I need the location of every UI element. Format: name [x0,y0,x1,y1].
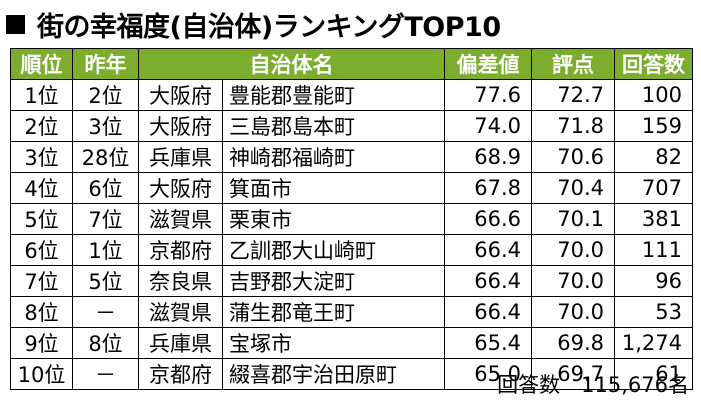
header-deviation: 偏差値 [444,48,532,80]
cell-rank: 6位 [10,234,73,266]
cell-city: 箕面市 [222,172,445,204]
cell-responses: 53 [614,296,693,328]
footer-label: 回答数 [497,373,561,397]
cell-rank: 5位 [10,203,73,235]
cell-last-year: － [72,296,139,328]
cell-city: 綴喜郡宇治田原町 [222,358,445,390]
cell-score: 69.8 [531,327,615,359]
cell-rank: 4位 [10,172,73,204]
header-row: 順位 昨年 自治体名 偏差値 評点 回答数 [10,48,693,80]
cell-deviation: 66.6 [444,203,532,235]
table-row: 1位 2位 大阪府 豊能郡豊能町 77.6 72.7 100 [10,79,693,111]
cell-city: 神崎郡福崎町 [222,141,445,173]
cell-score: 69.7 [531,358,615,390]
cell-score: 71.8 [531,110,615,142]
cell-prefecture: 滋賀県 [138,296,223,328]
cell-deviation: 66.4 [444,296,532,328]
ranking-table: 順位 昨年 自治体名 偏差値 評点 回答数 1位 2位 大阪府 豊能郡豊能町 77.6 7… [10,48,693,390]
cell-rank: 10位 [10,358,73,390]
footer-value: 115,676名 [581,373,689,397]
cell-deviation: 66.4 [444,234,532,266]
cell-responses: 82 [614,141,693,173]
cell-score: 70.6 [531,141,615,173]
cell-score: 70.0 [531,265,615,297]
cell-deviation: 67.8 [444,172,532,204]
cell-responses: 61 [614,358,693,390]
header-responses: 回答数 [614,48,693,80]
table-row: 10位－京都府 綴喜郡宇治田原町 65.0 69.7 61 [10,358,693,390]
cell-rank: 9位 [10,327,73,359]
table-row: 4位 6位 大阪府 箕面市 67.8 70.4 707 [10,172,693,204]
cell-responses: 159 [614,110,693,142]
cell-prefecture: 京都府 [138,234,223,266]
cell-deviation: 65.0 [444,358,532,390]
header-municipality: 自治体名 [138,48,445,80]
cell-last-year: 6位 [72,172,139,204]
table-row: 7位 5位 奈良県 吉野郡大淀町 66.4 70.0 96 [10,265,693,297]
cell-deviation: 65.4 [444,327,532,359]
cell-city: 三島郡島本町 [222,110,445,142]
cell-rank: 2位 [10,110,73,142]
table-row: 9位 8位 兵庫県 宝塚市 65.4 69.8 1,274 [10,327,693,359]
cell-deviation: 77.6 [444,79,532,111]
cell-prefecture: 大阪府 [138,110,223,142]
header-last-year: 昨年 [72,48,139,80]
cell-score: 72.7 [531,79,615,111]
cell-last-year: 5位 [72,265,139,297]
cell-city: 豊能郡豊能町 [222,79,445,111]
table-row: 8位－滋賀県 蒲生郡竜王町 66.4 70.0 53 [10,296,693,328]
cell-last-year: 1位 [72,234,139,266]
cell-last-year: 7位 [72,203,139,235]
cell-responses: 96 [614,265,693,297]
table-row: 3位 28位 兵庫県 神崎郡福崎町 68.9 70.6 82 [10,141,693,173]
footer-total: 回答数 115,676名 [497,369,689,399]
cell-rank: 3位 [10,141,73,173]
cell-prefecture: 滋賀県 [138,203,223,235]
cell-deviation: 66.4 [444,265,532,297]
header-score: 評点 [531,48,615,80]
cell-prefecture: 大阪府 [138,172,223,204]
table-row: 2位 3位 大阪府 三島郡島本町 74.0 71.8 159 [10,110,693,142]
cell-city: 栗東市 [222,203,445,235]
title-block: 街の幸福度(自治体)ランキングTOP10 [6,4,501,44]
cell-score: 70.0 [531,234,615,266]
square-bullet-icon [6,14,25,34]
table-row: 6位 1位 京都府 乙訓郡大山崎町 66.4 70.0 111 [10,234,693,266]
cell-rank: 7位 [10,265,73,297]
cell-responses: 100 [614,79,693,111]
cell-city: 宝塚市 [222,327,445,359]
cell-prefecture: 大阪府 [138,79,223,111]
cell-score: 70.0 [531,296,615,328]
cell-score: 70.4 [531,172,615,204]
header-rank: 順位 [10,48,73,80]
cell-last-year: 3位 [72,110,139,142]
cell-city: 蒲生郡竜王町 [222,296,445,328]
cell-responses: 111 [614,234,693,266]
page-title: 街の幸福度(自治体)ランキングTOP10 [37,11,501,43]
cell-responses: 707 [614,172,693,204]
cell-last-year: 8位 [72,327,139,359]
cell-prefecture: 兵庫県 [138,327,223,359]
cell-responses: 381 [614,203,693,235]
cell-last-year: 28位 [72,141,139,173]
table-row: 5位 7位 滋賀県 栗東市 66.6 70.1 381 [10,203,693,235]
cell-rank: 8位 [10,296,73,328]
cell-prefecture: 京都府 [138,358,223,390]
cell-prefecture: 兵庫県 [138,141,223,173]
cell-deviation: 68.9 [444,141,532,173]
cell-prefecture: 奈良県 [138,265,223,297]
cell-deviation: 74.0 [444,110,532,142]
cell-city: 乙訓郡大山崎町 [222,234,445,266]
cell-last-year: － [72,358,139,390]
cell-score: 70.1 [531,203,615,235]
cell-last-year: 2位 [72,79,139,111]
cell-city: 吉野郡大淀町 [222,265,445,297]
cell-rank: 1位 [10,79,73,111]
cell-responses: 1,274 [614,327,693,359]
